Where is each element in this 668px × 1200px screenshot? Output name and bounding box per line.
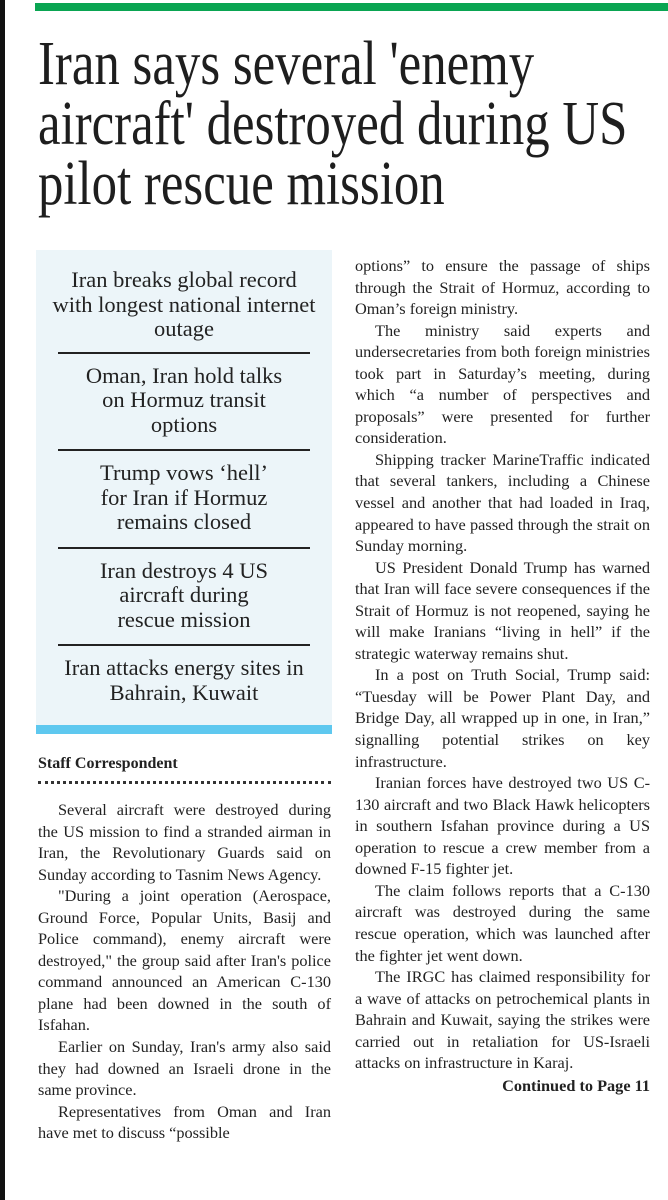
paragraph: The claim follows reports that a C-130 a… bbox=[355, 880, 650, 965]
paragraph: Several aircraft were destroyed during t… bbox=[38, 800, 331, 884]
paragraph: Shipping tracker MarineTraffic indicated… bbox=[355, 449, 650, 556]
paragraph: Representatives from Oman and Iran have … bbox=[38, 1101, 331, 1143]
paragraph: "During a joint operation (Aerospace, Gr… bbox=[38, 886, 331, 1035]
paragraph: In a post on Truth Social, Trump said: “… bbox=[355, 665, 650, 771]
paragraph: US President Donald Trump has warned tha… bbox=[355, 557, 650, 663]
article-column-2: options” to ensure the passage of ships … bbox=[355, 255, 650, 1096]
divider bbox=[58, 351, 310, 354]
continued-link[interactable]: Continued to Page 11 bbox=[502, 1075, 650, 1095]
paragraph: options” to ensure the passage of ships … bbox=[355, 256, 650, 319]
highlight-item: Trump vows ‘hell’ for Iran if Hormuz rem… bbox=[100, 460, 268, 534]
top-accent-bar bbox=[35, 3, 668, 11]
byline: Staff Correspondent bbox=[38, 755, 178, 772]
highlight-item: Iran breaks global record with longest n… bbox=[52, 267, 316, 341]
article-column-1: Several aircraft were destroyed during t… bbox=[38, 799, 331, 1144]
paragraph: The ministry said experts and undersecre… bbox=[355, 320, 650, 448]
paragraph: Iranian forces have destroyed two US C-1… bbox=[355, 773, 650, 879]
highlight-item: Iran attacks energy sites in Bahrain, Ku… bbox=[64, 655, 304, 705]
divider bbox=[58, 546, 310, 549]
highlight-item: Iran destroys 4 US aircraft during rescu… bbox=[99, 557, 269, 632]
highlight-item: Oman, Iran hold talks on Hormuz transit … bbox=[85, 362, 283, 437]
divider bbox=[58, 644, 310, 646]
paragraph: Earlier on Sunday, Iran's army also said… bbox=[38, 1037, 331, 1100]
divider bbox=[58, 449, 310, 451]
paragraph: The IRGC has claimed responsibility for … bbox=[355, 967, 650, 1073]
highlights-box: Iran breaks global record with longest n… bbox=[36, 250, 332, 734]
dotted-divider bbox=[38, 781, 331, 784]
headline: Iran says several 'enemy aircraft' destr… bbox=[38, 30, 628, 218]
highlight-accent-bar bbox=[36, 725, 332, 734]
page-edge bbox=[0, 0, 5, 1200]
